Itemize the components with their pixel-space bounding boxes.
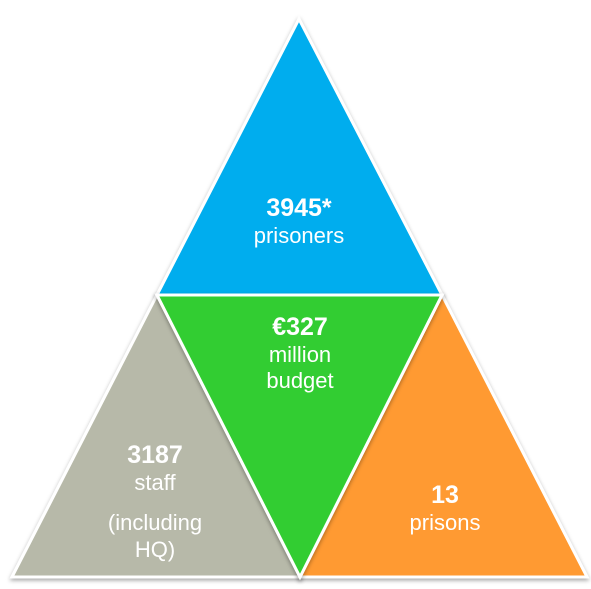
staff-text: staff [134, 470, 176, 495]
middle-label: €327 million budget [240, 312, 360, 395]
prisons-count: 13 [431, 481, 459, 509]
right-label: 13 prisons [385, 480, 505, 536]
top-label: 3945* prisoners [230, 193, 368, 249]
prisons-text: prisons [409, 510, 481, 535]
middle-triangle [154, 293, 445, 581]
budget-text-line2: budget [266, 368, 334, 394]
top-triangle [154, 15, 445, 297]
staff-note-line2: HQ) [134, 536, 176, 562]
left-label: 3187 staff (including HQ) [85, 440, 225, 563]
staff-note-line1: (including [107, 510, 203, 536]
budget-text-line1: million [268, 342, 332, 367]
staff-count: 3187 [127, 441, 183, 469]
budget-amount: €327 [272, 313, 328, 341]
prisoners-text: prisoners [253, 223, 345, 248]
prisoners-count: 3945* [266, 194, 332, 222]
